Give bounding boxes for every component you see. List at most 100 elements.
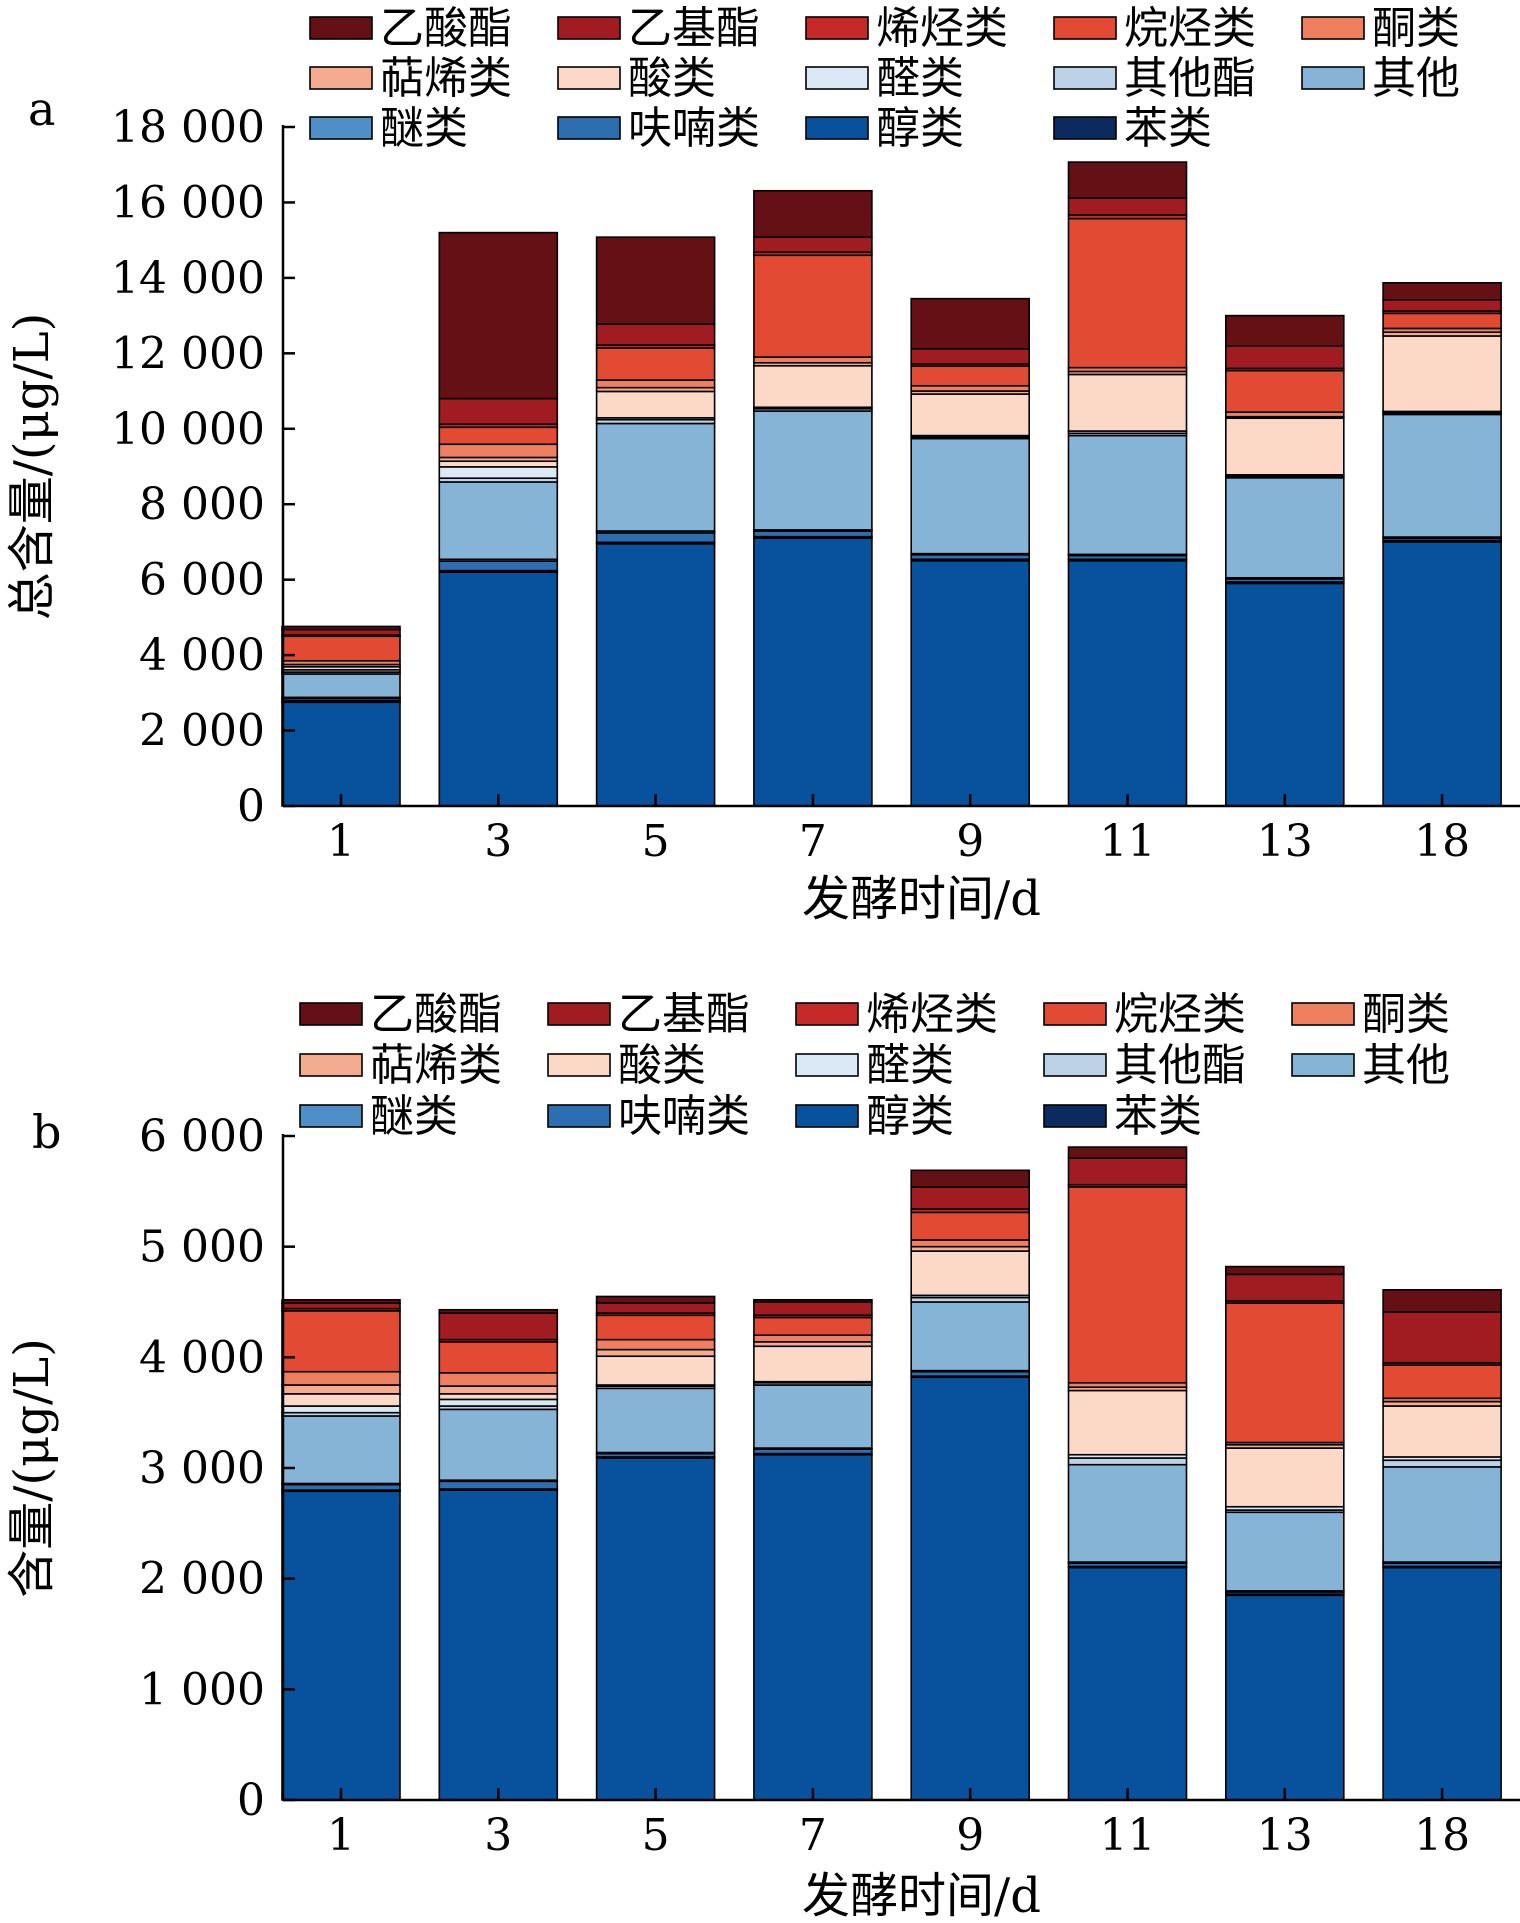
legend-item: 醛类 bbox=[805, 53, 964, 104]
legend-swatch bbox=[557, 16, 621, 40]
bar-segment bbox=[595, 1348, 716, 1358]
bar-segment bbox=[595, 1387, 716, 1454]
legend-item: 其他 bbox=[1301, 53, 1460, 104]
bar-segment bbox=[595, 236, 716, 325]
bar-segment bbox=[1225, 1265, 1345, 1276]
bar-segment bbox=[595, 1338, 716, 1351]
bar-segment bbox=[1067, 1457, 1188, 1466]
bar-segment bbox=[753, 537, 873, 807]
legend-swatch bbox=[795, 1104, 859, 1128]
legend-swatch bbox=[547, 1104, 611, 1128]
bar-segment bbox=[595, 323, 716, 346]
bar-segment bbox=[281, 1415, 401, 1485]
y-tick-label: 4 000 bbox=[139, 630, 265, 681]
bar-segment bbox=[1225, 1302, 1345, 1444]
x-tick-label: 3 bbox=[484, 816, 512, 867]
legend-item: 萜烯类 bbox=[309, 53, 512, 104]
bar-segment bbox=[438, 1398, 559, 1407]
bar-segment bbox=[1225, 582, 1345, 807]
bar-segment bbox=[753, 1298, 873, 1303]
bar-segment bbox=[595, 1314, 716, 1341]
bar-segment bbox=[1382, 541, 1502, 807]
bar-segment bbox=[1067, 373, 1188, 432]
bar-segment bbox=[438, 426, 559, 446]
bar-segment bbox=[281, 1302, 401, 1310]
legend-label: 萜烯类 bbox=[370, 1040, 502, 1091]
legend-item: 苯类 bbox=[1043, 1091, 1202, 1142]
legend-label: 其他酯 bbox=[1124, 53, 1256, 104]
x-tick-label: 1 bbox=[327, 1810, 355, 1861]
y-tick-label: 12 000 bbox=[111, 328, 265, 379]
legend-swatch bbox=[805, 66, 869, 90]
legend-item: 酮类 bbox=[1291, 989, 1450, 1040]
legend-swatch bbox=[1043, 1104, 1107, 1128]
legend-item: 酮类 bbox=[1301, 3, 1460, 54]
y-tick-label: 4 000 bbox=[139, 1332, 265, 1383]
bar-segment bbox=[1225, 477, 1345, 579]
legend-swatch bbox=[557, 66, 621, 90]
bar-segment bbox=[1067, 434, 1188, 556]
bar-segment bbox=[281, 625, 401, 631]
bars bbox=[281, 1146, 1502, 1801]
bar-segment bbox=[595, 390, 716, 419]
bar-segment bbox=[438, 481, 559, 561]
bar-segment bbox=[753, 356, 873, 364]
bars bbox=[281, 161, 1502, 807]
legend-item: 醇类 bbox=[795, 1091, 954, 1142]
bar-segment bbox=[1382, 1566, 1502, 1801]
legend-swatch bbox=[805, 16, 869, 40]
bar-segment bbox=[1225, 417, 1345, 476]
bar-segment bbox=[1067, 1157, 1188, 1186]
legend-item: 烷烃类 bbox=[1053, 3, 1256, 54]
x-tick-label: 3 bbox=[484, 1810, 512, 1861]
legend-label: 呋喃类 bbox=[628, 103, 760, 154]
bar-segment bbox=[910, 1250, 1031, 1297]
legend-item: 酸类 bbox=[547, 1040, 706, 1091]
bar-segment bbox=[753, 364, 873, 409]
x-tick-label: 1 bbox=[327, 816, 355, 867]
x-tick-label: 13 bbox=[1257, 816, 1313, 867]
legend-label: 其他 bbox=[1372, 53, 1460, 104]
legend-swatch bbox=[1043, 1002, 1107, 1026]
bar-segment bbox=[281, 1298, 401, 1304]
bar-segment bbox=[753, 236, 873, 254]
legend-label: 酸类 bbox=[628, 53, 716, 104]
y-tick-label: 0 bbox=[237, 781, 265, 832]
legend-label: 乙酸酯 bbox=[380, 3, 512, 54]
bar-segment bbox=[1067, 161, 1188, 199]
bar-segment bbox=[1382, 413, 1502, 538]
bar-segment bbox=[1382, 1289, 1502, 1313]
legend-swatch bbox=[795, 1002, 859, 1026]
bar-segment bbox=[438, 443, 559, 459]
legend-label: 酸类 bbox=[618, 1040, 706, 1091]
bar-segment bbox=[910, 1169, 1031, 1188]
bar-segment bbox=[438, 460, 559, 468]
bar-segment bbox=[753, 1345, 873, 1383]
bar-segment bbox=[910, 437, 1031, 555]
bar-segment bbox=[281, 628, 401, 636]
bar-segment bbox=[910, 348, 1031, 365]
y-tick-label: 0 bbox=[237, 1775, 265, 1826]
bar-segment bbox=[753, 1453, 873, 1801]
bar-segment bbox=[1225, 1273, 1345, 1302]
bar-segment bbox=[281, 1490, 401, 1801]
panel-label: b bbox=[32, 1105, 61, 1159]
y-axis-title: 总含量/(μg/L) bbox=[4, 313, 60, 621]
legend-label: 醚类 bbox=[370, 1091, 458, 1142]
bar-segment bbox=[281, 635, 401, 662]
legend-item: 烯烃类 bbox=[795, 989, 998, 1040]
x-tick-label: 11 bbox=[1100, 1810, 1156, 1861]
legend-label: 烯烃类 bbox=[866, 989, 998, 1040]
legend-swatch bbox=[1043, 1053, 1107, 1077]
bar-segment bbox=[438, 560, 559, 572]
legend-swatch bbox=[547, 1002, 611, 1026]
x-tick-label: 18 bbox=[1414, 1810, 1470, 1861]
legend-swatch bbox=[1053, 116, 1117, 140]
legend-item: 乙酸酯 bbox=[309, 3, 512, 54]
legend-swatch bbox=[1053, 16, 1117, 40]
x-tick-label: 13 bbox=[1257, 1810, 1313, 1861]
bar-segment bbox=[595, 543, 716, 807]
legend-swatch bbox=[805, 116, 869, 140]
